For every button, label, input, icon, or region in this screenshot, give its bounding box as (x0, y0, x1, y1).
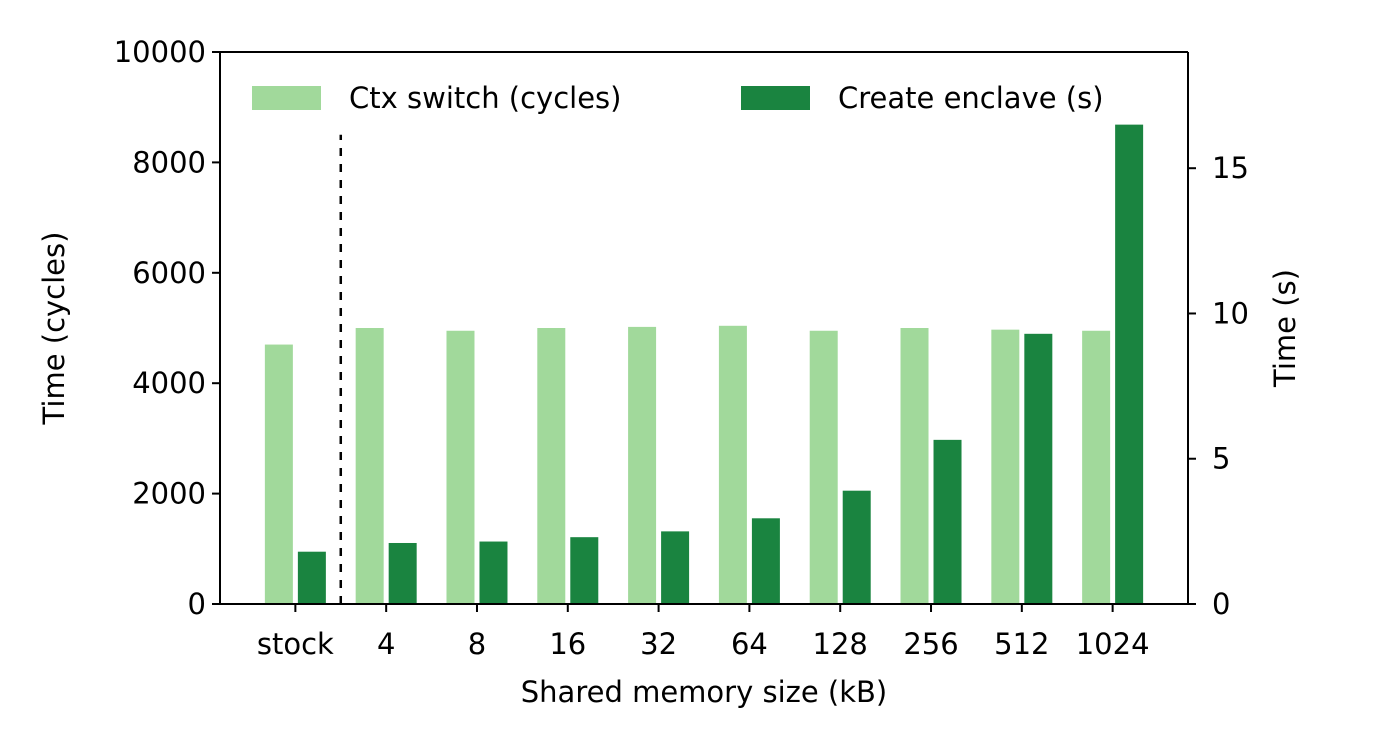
bar-ctx-switch-1024 (1082, 330, 1111, 604)
y-left-tick-label: 4000 (132, 366, 206, 400)
bar-ctx-switch-4 (355, 328, 384, 604)
x-tick-label: 1024 (1076, 627, 1150, 661)
axes-layer: stock 4 8 16 32 64 128 256 512 1024 0 2000 4000 6000 8… (114, 35, 1249, 661)
bar-create-enclave-1024 (1115, 124, 1144, 604)
y-right-tick-label: 15 (1212, 151, 1249, 185)
bar-create-enclave-8 (479, 541, 508, 604)
y-right-tick-label: 5 (1212, 442, 1230, 476)
bar-ctx-switch-stock (264, 344, 293, 604)
x-tick-label: 64 (731, 627, 768, 661)
bar-create-enclave-16 (570, 537, 599, 604)
x-tick-label: 32 (640, 627, 677, 661)
x-tick-label: 8 (468, 627, 486, 661)
y-right-tick-label: 10 (1212, 296, 1249, 330)
bar-ctx-switch-32 (628, 326, 657, 604)
bar-ctx-switch-64 (718, 325, 747, 604)
y-axis-left-label: Time (cycles) (37, 232, 71, 426)
bar-create-enclave-stock (297, 551, 326, 604)
x-tick-label: 512 (994, 627, 1049, 661)
bar-ctx-switch-256 (900, 328, 929, 604)
bar-ctx-switch-512 (991, 329, 1020, 604)
bar-create-enclave-32 (661, 531, 690, 604)
bar-create-enclave-4 (388, 542, 417, 604)
bar-create-enclave-512 (1024, 333, 1053, 604)
bar-ctx-switch-128 (809, 330, 838, 604)
y-left-tick-label: 2000 (132, 477, 206, 511)
bars-layer (264, 124, 1144, 604)
bar-ctx-switch-16 (537, 328, 566, 604)
x-tick-label: 4 (377, 627, 395, 661)
y-axis-right-label: Time (s) (1268, 269, 1302, 388)
legend: Ctx switch (cycles) Create enclave (s) (252, 81, 1104, 115)
y-right-tick-label: 0 (1212, 587, 1230, 621)
y-left-tick-label: 10000 (114, 35, 206, 69)
legend-swatch-ctx-switch (252, 86, 321, 110)
y-left-tick-label: 6000 (132, 256, 206, 290)
bar-create-enclave-64 (751, 518, 780, 604)
x-tick-label: stock (257, 627, 334, 661)
bar-create-enclave-128 (842, 490, 871, 604)
y-left-tick-label: 8000 (132, 145, 206, 179)
legend-label-create-enclave: Create enclave (s) (838, 81, 1104, 115)
x-tick-label: 256 (903, 627, 958, 661)
x-axis-label: Shared memory size (kB) (521, 675, 887, 709)
legend-swatch-create-enclave (741, 86, 810, 110)
y-left-tick-label: 0 (188, 587, 206, 621)
bar-ctx-switch-8 (446, 330, 475, 604)
x-tick-label: 128 (813, 627, 868, 661)
bar-create-enclave-256 (933, 439, 962, 604)
x-tick-label: 16 (549, 627, 586, 661)
legend-label-ctx-switch: Ctx switch (cycles) (349, 81, 621, 115)
